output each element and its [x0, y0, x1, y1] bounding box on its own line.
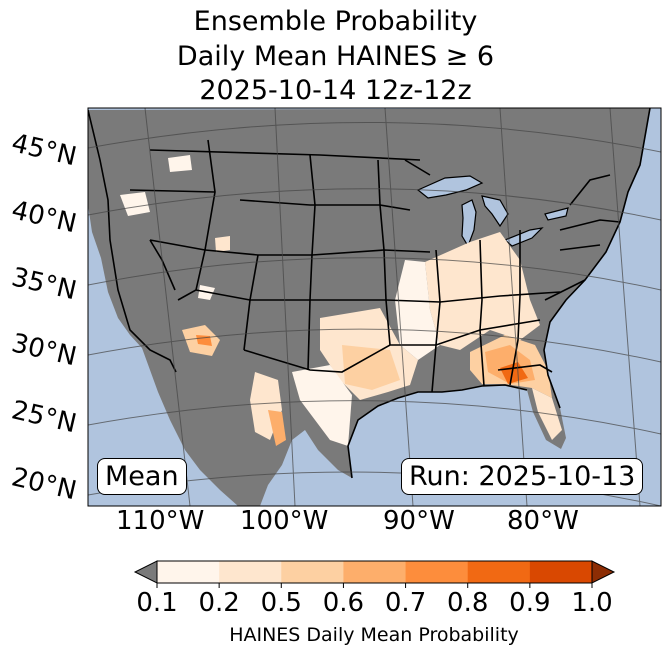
colorbar-frame: [156, 560, 593, 584]
lon-label-110w: 110°W: [116, 506, 205, 536]
probability-region-13: [215, 236, 230, 252]
lat-lon-gridlines: [88, 108, 661, 506]
probability-region-14: [120, 192, 150, 216]
mean-label: Mean: [97, 458, 187, 495]
colorbar-cell-3: [343, 561, 407, 583]
map-frame: [87, 107, 662, 507]
colorbar-cell-5: [467, 561, 531, 583]
probability-region-4: [292, 365, 352, 446]
baja-peninsula: [157, 352, 196, 440]
colorbar-cell-0: [157, 561, 220, 583]
lake-michigan: [461, 199, 477, 248]
lon-label-100w: 100°W: [240, 506, 329, 536]
title-line-1: Ensemble Probability: [193, 6, 478, 37]
colorbar-tick-label-0: 0.1: [136, 588, 178, 618]
lake-huron: [481, 195, 509, 228]
colorbar-tick-label-6: 0.9: [509, 588, 551, 618]
lake-erie: [503, 227, 544, 247]
colorbar-tick-label-4: 0.7: [384, 588, 427, 618]
colorbar-cell-1: [219, 561, 282, 583]
colorbar-tick-label-7: 1.0: [571, 588, 613, 618]
colorbar-cell-2: [281, 561, 344, 583]
probability-region-12: [268, 410, 286, 446]
lake-ontario: [544, 207, 569, 221]
title-line-2: Daily Mean HAINES ≥ 6: [176, 41, 495, 72]
run-date-label: Run: 2025-10-13: [401, 458, 644, 495]
state-borders: [129, 139, 621, 393]
colorbar-under-arrow: [133, 560, 158, 584]
lon-label-80w: 80°W: [507, 506, 579, 536]
probability-region-15: [168, 155, 192, 172]
colorbar-tick-label-3: 0.6: [322, 588, 365, 618]
colorbar-tick-label-5: 0.8: [447, 588, 489, 618]
lon-label-90w: 90°W: [383, 506, 455, 536]
colorbar-label: HAINES Daily Mean Probability: [229, 624, 519, 646]
colorbar-over-arrow: [591, 560, 616, 584]
probability-shading: [120, 155, 562, 446]
title-line-3: 2025-10-14 12z-12z: [199, 75, 472, 106]
probability-region-1: [395, 260, 440, 360]
colorbar-cell-6: [529, 561, 593, 583]
colorbar-tick-label-2: 0.5: [260, 588, 302, 618]
probability-region-3: [342, 345, 400, 390]
coastline: [88, 108, 651, 479]
lake-superior: [416, 175, 484, 199]
colorbar-cell-4: [405, 561, 469, 583]
colorbar-tick-label-1: 0.2: [198, 588, 240, 618]
